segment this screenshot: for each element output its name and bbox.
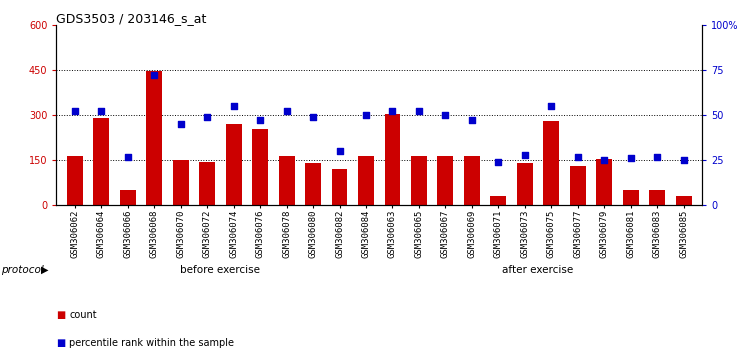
Bar [252,129,268,205]
Bar [173,160,189,205]
Bar [67,156,83,205]
Point [625,155,637,161]
Point [307,114,319,120]
Text: ■: ■ [56,310,65,320]
Text: before exercise: before exercise [180,265,261,275]
Point [519,152,531,158]
Bar [332,169,348,205]
Point [545,103,557,109]
Point [360,112,372,118]
Bar [464,156,480,205]
Bar [438,156,454,205]
Text: ▶: ▶ [41,265,49,275]
Bar [146,72,162,205]
Point [254,118,266,123]
Bar [358,156,374,205]
Point [69,109,81,114]
Bar [490,196,506,205]
Point [572,154,584,159]
Point [201,114,213,120]
Point [228,103,240,109]
Bar [517,163,532,205]
Text: ■: ■ [56,338,65,348]
Point [493,159,505,165]
Bar [305,163,321,205]
Bar [385,114,400,205]
Bar [199,162,215,205]
Bar [676,196,692,205]
Bar [650,190,665,205]
Point [599,157,611,163]
Point [175,121,187,127]
Bar [596,159,612,205]
Point [387,109,399,114]
Point [413,109,425,114]
Bar [226,124,242,205]
Point [281,109,293,114]
Point [95,109,107,114]
Bar [279,156,294,205]
Point [333,148,345,154]
Text: protocol: protocol [2,265,44,275]
Point [148,73,160,78]
Bar [544,121,559,205]
Bar [93,118,109,205]
Bar [623,190,638,205]
Point [466,118,478,123]
Point [122,154,134,159]
Bar [411,156,427,205]
Text: percentile rank within the sample: percentile rank within the sample [69,338,234,348]
Text: after exercise: after exercise [502,265,574,275]
Point [677,157,689,163]
Point [651,154,663,159]
Text: GDS3503 / 203146_s_at: GDS3503 / 203146_s_at [56,12,207,25]
Bar [120,190,136,205]
Point [439,112,451,118]
Text: count: count [69,310,97,320]
Bar [570,166,586,205]
